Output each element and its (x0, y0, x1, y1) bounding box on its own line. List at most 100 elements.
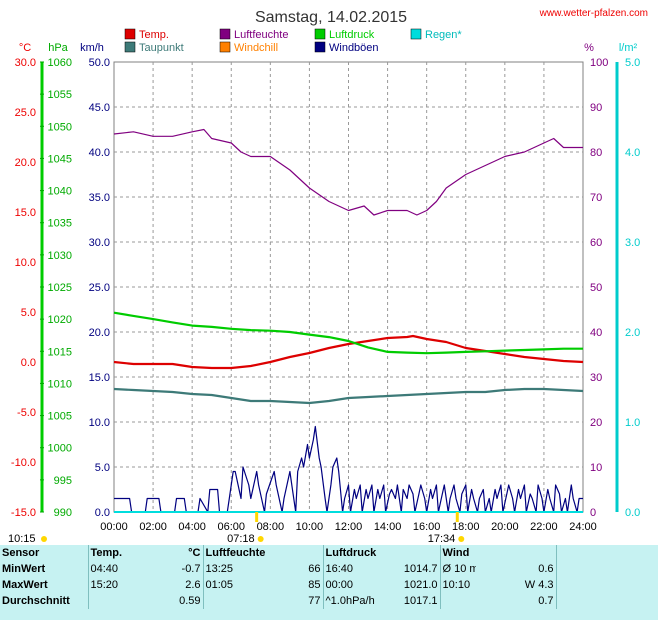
pressure-tick-label: 1020 (48, 314, 72, 326)
chart-title: Samstag, 14.02.2015 (255, 9, 407, 26)
legend-label: Windchill (234, 42, 278, 54)
legend-label: Regen* (425, 29, 462, 41)
pressure-tick-label: 1040 (48, 186, 72, 198)
sun-icon (257, 536, 264, 542)
legend-label: Taupunkt (139, 42, 184, 54)
wind-tick-label: 5.0 (95, 462, 110, 474)
stats-spacer (555, 561, 658, 577)
series-line-windben (114, 425, 583, 513)
humidity-unit-label: % (584, 42, 594, 54)
legend-label: Temp. (139, 29, 169, 41)
site-link[interactable]: www.wetter-pfalzen.com (539, 8, 648, 19)
stats-press-time: 00:00 (322, 577, 384, 593)
stats-header-temp-unit: °C (188, 547, 201, 559)
wind-tick-label: 15.0 (89, 372, 110, 384)
temp-tick-label: 0.0 (21, 357, 36, 369)
legend-label: Windböen (329, 42, 379, 54)
stats-temp-time: 15:20 (87, 577, 138, 593)
pressure-tick-label: 1005 (48, 411, 72, 423)
stats-press-time: ^1.0hPa/h (322, 593, 384, 609)
rain-tick-label: 3.0 (625, 237, 640, 249)
stats-row: MinWert 04:40 -0.7 13:25 66 16:40 1014.7… (0, 561, 658, 577)
stats-press-value: 1021.0 (403, 579, 438, 591)
temp-tick-label: -10.0 (11, 457, 36, 469)
pressure-unit-label: hPa (48, 42, 68, 54)
stats-temp-time (87, 593, 138, 609)
legend-label: Luftfeuchte (234, 29, 288, 41)
stats-row-label: MinWert (2, 563, 46, 575)
plot-grid (114, 62, 583, 512)
stats-temp-value: 0.59 (179, 595, 201, 607)
stats-wind-time (439, 593, 477, 609)
temp-unit-label: °C (19, 42, 31, 54)
stats-spacer (555, 593, 658, 609)
wind-unit-label: km/h (80, 42, 104, 54)
stats-header-wind: Wind (439, 545, 557, 561)
humidity-tick-label: 10 (590, 462, 602, 474)
x-tick-label: 20:00 (491, 521, 519, 533)
temp-tick-label: 30.0 (15, 57, 36, 69)
x-tick-label: 10:00 (296, 521, 324, 533)
rain-tick-label: 5.0 (625, 57, 640, 69)
pressure-tick-label: 1030 (48, 250, 72, 262)
stats-spacer (555, 577, 658, 593)
pressure-tick-label: 990 (54, 507, 72, 519)
wind-tick-label: 50.0 (89, 57, 110, 69)
axis-ticks: 30.0 25.0 20.0 15.0 10.0 5.0 0.0 -5.0 -10.0 -15.0… (11, 57, 640, 533)
stats-header-sensor: Sensor (2, 547, 40, 559)
stats-header-spacer (555, 545, 658, 561)
x-tick-label: 06:00 (217, 521, 245, 533)
sun-extra-label: 10:15 (8, 533, 36, 545)
stats-wind-value: 0.6 (538, 563, 554, 575)
humidity-tick-label: 70 (590, 192, 602, 204)
rain-tick-label: 1.0 (625, 417, 640, 429)
sun-icon (458, 536, 465, 542)
humidity-tick-label: 20 (590, 417, 602, 429)
legend-swatch (314, 41, 326, 53)
pressure-tick-label: 1055 (48, 89, 72, 101)
pressure-tick-label: 1025 (48, 282, 72, 294)
x-tick-label: 18:00 (452, 521, 480, 533)
wind-tick-label: 45.0 (89, 102, 110, 114)
pressure-tick-label: 1060 (48, 57, 72, 69)
rain-tick-label: 4.0 (625, 147, 640, 159)
wind-tick-label: 20.0 (89, 327, 110, 339)
series-line-luftdruck (113, 311, 583, 355)
humidity-tick-label: 50 (590, 282, 602, 294)
stats-press-value: 1014.7 (403, 563, 438, 575)
stats-header-humidity: Luftfeuchte (202, 545, 324, 561)
x-tick-label: 00:00 (100, 521, 128, 533)
wind-tick-label: 35.0 (89, 192, 110, 204)
x-tick-label: 12:00 (335, 521, 363, 533)
stats-row: MaxWert 15:20 2.6 01:05 85 00:00 1021.0 … (0, 577, 658, 593)
temp-tick-label: -15.0 (11, 507, 36, 519)
stats-hum-time (202, 593, 251, 609)
legend-swatch (124, 28, 136, 40)
wind-tick-label: 0.0 (95, 507, 110, 519)
weather-chart: Samstag, 14.02.2015 www.wetter-pfalzen.c… (8, 8, 648, 545)
stats-press-time: 16:40 (322, 561, 384, 577)
pressure-tick-label: 995 (54, 475, 72, 487)
temp-tick-label: 20.0 (15, 157, 36, 169)
stats-wind-value: W 4.3 (524, 579, 554, 591)
stats-row-label: Durchschnitt (2, 595, 70, 607)
pressure-tick-label: 1015 (48, 346, 72, 358)
series-line-temp (113, 334, 584, 370)
temp-tick-label: 15.0 (15, 207, 36, 219)
humidity-tick-label: 80 (590, 147, 602, 159)
stats-temp-value: 2.6 (185, 579, 201, 591)
stats-header-pressure: Luftdruck (322, 545, 441, 561)
series-line-taupunkt (113, 387, 584, 405)
humidity-tick-label: 40 (590, 327, 602, 339)
sunset-label: 17:34 (428, 533, 456, 545)
legend-swatch (219, 41, 231, 53)
data-series (113, 128, 584, 513)
x-tick-label: 22:00 (530, 521, 558, 533)
x-tick-label: 08:00 (257, 521, 285, 533)
stats-header-temp: Temp. (87, 545, 138, 561)
stats-hum-time: 13:25 (202, 561, 251, 577)
legend-swatch (124, 41, 136, 53)
series-line-luftfeuchte (113, 128, 583, 216)
